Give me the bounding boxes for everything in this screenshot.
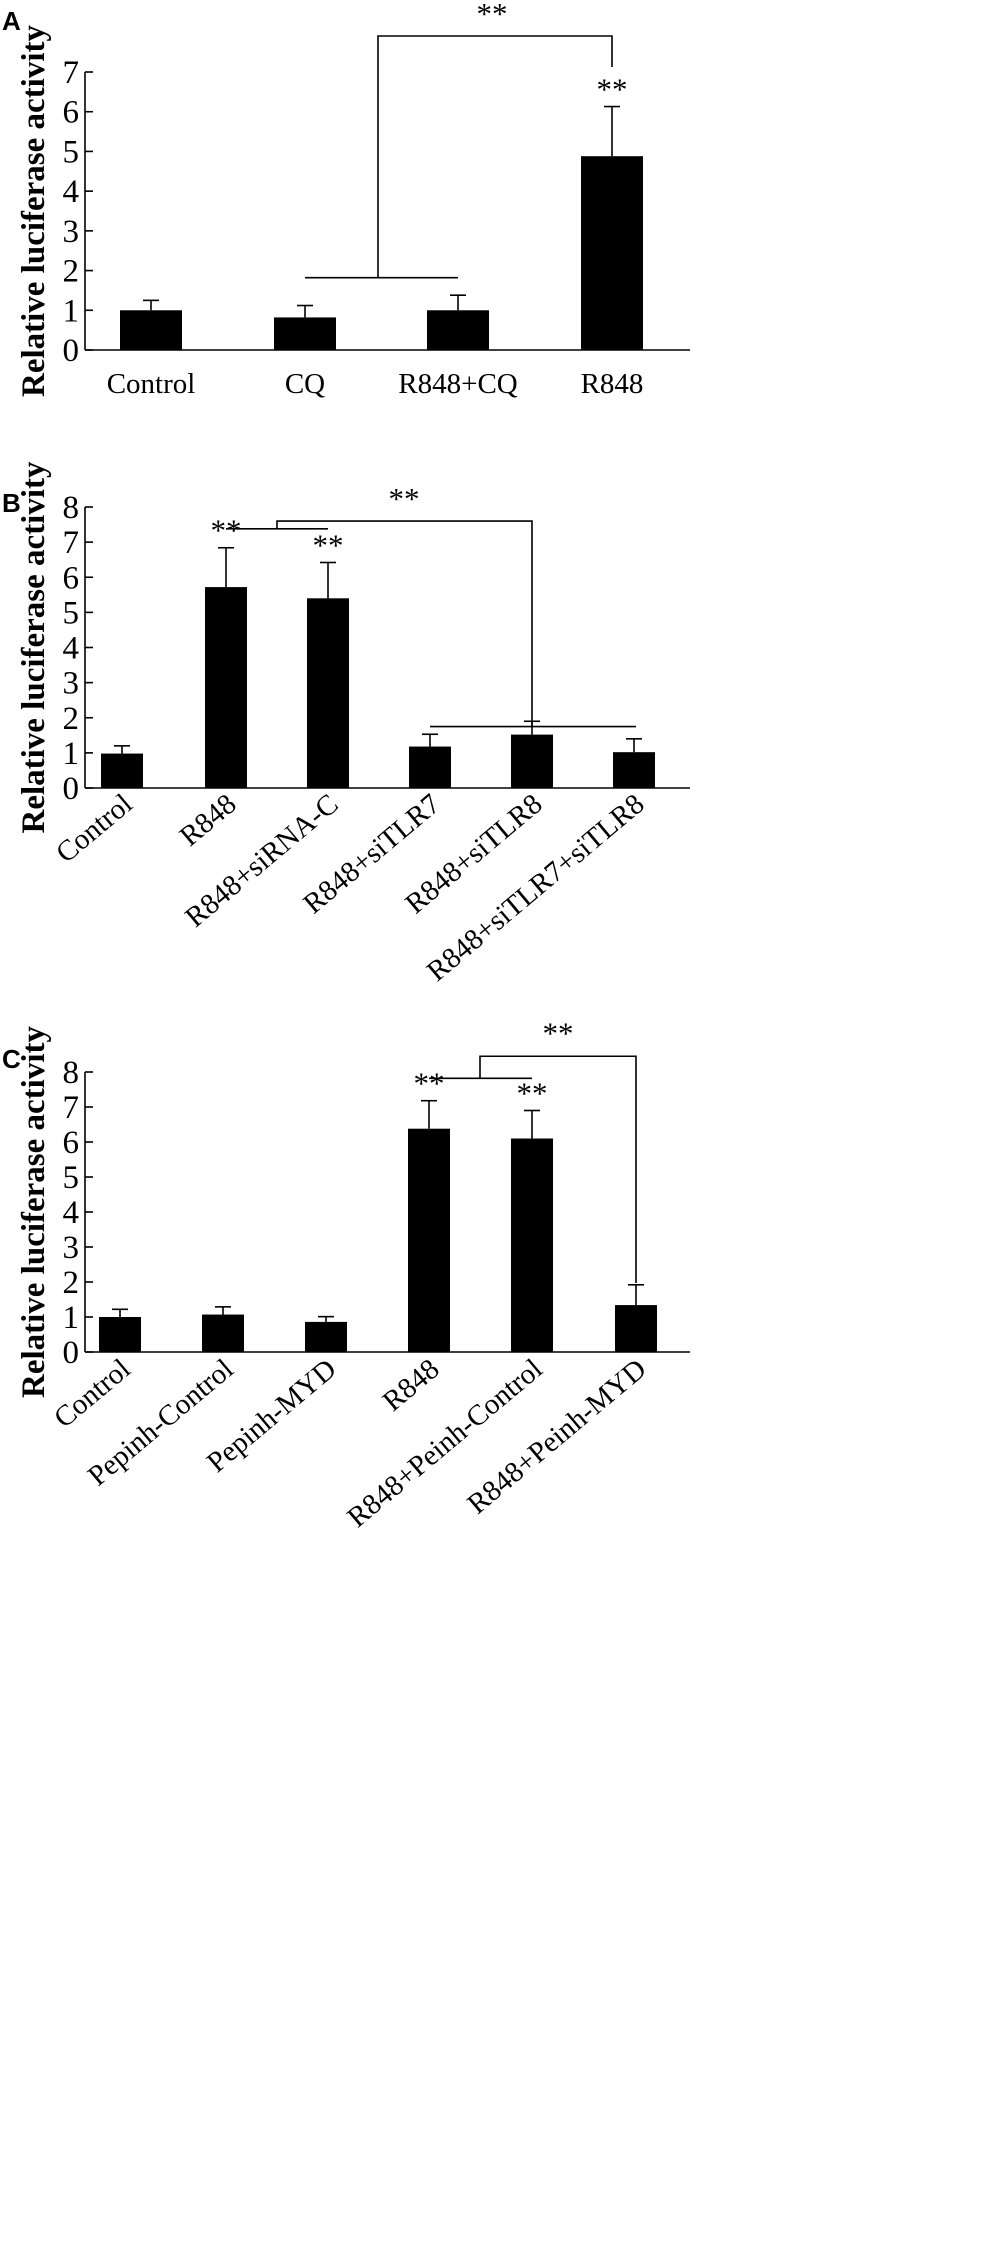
y-tick-label: 5 [63,595,80,631]
y-tick-label: 6 [63,560,80,596]
bracket-line [479,1055,637,1284]
comparison-bracket: ** [226,481,636,728]
y-tick-label: 6 [63,95,80,131]
comparison-label: ** [543,1015,574,1050]
y-tick-label: 4 [63,631,80,667]
comparison-label: ** [389,481,420,516]
y-tick-label: 2 [63,254,80,290]
y-tick-label: 2 [63,1265,80,1301]
bar [307,598,349,788]
y-axis-title: Relative luciferase activity [16,461,52,834]
x-category-label: CQ [285,368,325,400]
bar [581,156,643,350]
y-tick-label: 7 [63,1090,80,1126]
y-tick-label: 1 [63,293,80,329]
bar [305,1321,347,1352]
y-tick-label: 5 [63,134,80,170]
y-tick-label: 0 [63,333,80,369]
x-category-label: Control [48,1353,136,1434]
y-tick-label: 0 [63,771,80,807]
panel-letter: A [2,6,21,36]
bar [409,746,451,788]
y-tick-label: 0 [63,1335,80,1371]
significance-mark: ** [414,1066,445,1101]
significance-mark: ** [313,527,344,562]
significance-mark: ** [211,513,242,548]
y-tick-label: 3 [63,666,80,702]
bar [274,317,336,350]
y-tick-label: 3 [63,214,80,250]
y-tick-label: 8 [63,490,80,526]
bar [408,1128,450,1352]
y-axis-title: Relative luciferase activity [16,1025,52,1398]
bar [101,753,143,788]
bracket-line [377,35,613,278]
y-tick-label: 5 [63,1160,80,1196]
x-category-label: R848 [377,1353,446,1418]
bar [511,1138,553,1352]
x-category-label: R848+Peinh-MYD [461,1353,652,1521]
y-tick-label: 4 [63,174,80,210]
bar [205,587,247,788]
panel-letter: C [2,1044,21,1074]
bar [427,310,489,350]
y-tick-label: 2 [63,701,80,737]
bar [120,310,182,350]
y-tick-label: 7 [63,55,80,91]
x-category-label: Control [107,368,196,400]
bar [99,1317,141,1352]
y-tick-label: 1 [63,1300,80,1336]
bracket-line [276,520,533,727]
bar [202,1314,244,1352]
y-tick-label: 3 [63,1230,80,1266]
comparison-label: ** [477,0,508,31]
y-tick-label: 7 [63,525,80,561]
comparison-bracket: ** [429,1015,637,1284]
bar [511,734,553,788]
x-category-label: R848+Peinh-Control [341,1353,548,1534]
y-tick-label: 1 [63,736,80,772]
x-category-label: R848 [174,788,243,853]
panel-letter: B [2,488,21,518]
y-tick-label: 8 [63,1055,80,1091]
y-tick-label: 4 [63,1195,80,1231]
comparison-bracket: ** [305,0,613,279]
bar [613,752,655,788]
y-axis-title: Relative luciferase activity [16,24,52,397]
bar [615,1305,657,1352]
significance-mark: ** [597,72,628,107]
y-tick-label: 6 [63,1125,80,1161]
significance-mark: ** [517,1076,548,1111]
x-category-label: R848+CQ [398,368,518,400]
x-category-label: R848 [581,368,644,400]
